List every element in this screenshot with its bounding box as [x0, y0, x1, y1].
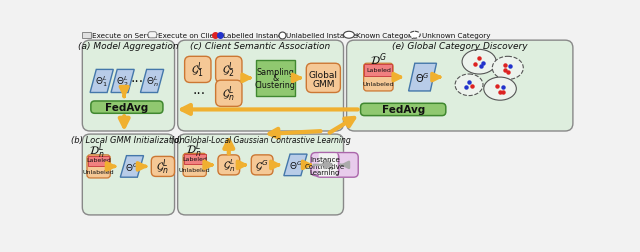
Polygon shape	[140, 70, 164, 93]
Text: Unlabeled: Unlabeled	[179, 168, 211, 173]
FancyBboxPatch shape	[360, 104, 446, 116]
Polygon shape	[284, 154, 307, 176]
Text: Contrastive: Contrastive	[305, 163, 345, 169]
FancyBboxPatch shape	[183, 154, 206, 177]
FancyBboxPatch shape	[87, 155, 110, 178]
Text: (b) Local GMM Initialization: (b) Local GMM Initialization	[71, 135, 185, 144]
Polygon shape	[408, 64, 436, 91]
FancyBboxPatch shape	[311, 153, 339, 176]
Text: $\Theta^G$: $\Theta^G$	[415, 71, 430, 85]
FancyBboxPatch shape	[91, 102, 163, 114]
FancyBboxPatch shape	[83, 135, 175, 215]
Text: $\Theta^G$: $\Theta^G$	[289, 159, 302, 171]
Text: ···: ···	[192, 87, 205, 101]
Text: Unlabeled: Unlabeled	[363, 81, 394, 86]
FancyBboxPatch shape	[316, 153, 358, 177]
Text: Unknown Category: Unknown Category	[422, 33, 490, 39]
Bar	[364, 65, 392, 77]
FancyBboxPatch shape	[178, 41, 344, 132]
FancyBboxPatch shape	[364, 64, 393, 91]
Bar	[88, 156, 109, 166]
FancyBboxPatch shape	[216, 57, 242, 83]
Text: Labeled: Labeled	[86, 158, 111, 163]
Text: $\mathcal{G}_n^L$: $\mathcal{G}_n^L$	[156, 157, 170, 176]
Ellipse shape	[455, 75, 483, 96]
Text: $\mathcal{G}_n^L$: $\mathcal{G}_n^L$	[223, 157, 235, 174]
Bar	[83, 33, 91, 39]
Text: $\mathcal{G}^G$: $\mathcal{G}^G$	[255, 158, 269, 173]
FancyBboxPatch shape	[347, 41, 573, 132]
Ellipse shape	[492, 57, 524, 80]
Text: Labeled: Labeled	[366, 68, 391, 73]
Text: $\mathcal{D}^G$: $\mathcal{D}^G$	[370, 51, 387, 68]
FancyBboxPatch shape	[216, 81, 242, 107]
Polygon shape	[111, 70, 134, 93]
Text: $\mathcal{G}_1^L$: $\mathcal{G}_1^L$	[191, 60, 204, 80]
FancyBboxPatch shape	[151, 157, 175, 177]
FancyBboxPatch shape	[184, 57, 211, 83]
Text: $\mathcal{D}_n^L$: $\mathcal{D}_n^L$	[90, 141, 105, 161]
Text: $\mathcal{G}_n^L$: $\mathcal{G}_n^L$	[222, 84, 236, 104]
Ellipse shape	[344, 32, 355, 39]
FancyBboxPatch shape	[218, 155, 239, 175]
Text: $\Theta^G$: $\Theta^G$	[125, 161, 139, 173]
Text: Clustering: Clustering	[255, 80, 296, 89]
Text: Unlabelled Instance: Unlabelled Instance	[286, 33, 357, 39]
Text: $\Theta_2^L$: $\Theta_2^L$	[116, 74, 129, 89]
Text: $\Theta_n^L$: $\Theta_n^L$	[146, 74, 159, 89]
Text: Global: Global	[309, 71, 338, 80]
Text: (a) Model Aggregation: (a) Model Aggregation	[77, 42, 179, 51]
FancyBboxPatch shape	[148, 33, 157, 39]
Text: ···: ···	[131, 75, 144, 89]
FancyBboxPatch shape	[178, 135, 344, 215]
FancyBboxPatch shape	[316, 153, 358, 177]
Polygon shape	[90, 70, 113, 93]
Text: Unlabeled: Unlabeled	[83, 169, 115, 174]
Text: Instance: Instance	[310, 157, 340, 163]
Text: Labeled: Labeled	[182, 156, 207, 161]
Text: (c) Client Semantic Association: (c) Client Semantic Association	[191, 42, 331, 51]
Text: $\mathcal{D}_n^L$: $\mathcal{D}_n^L$	[186, 139, 202, 159]
Text: FedAvg: FedAvg	[105, 103, 148, 113]
Text: FedAvg: FedAvg	[381, 105, 425, 115]
Bar	[184, 154, 205, 165]
FancyBboxPatch shape	[307, 64, 340, 93]
Text: Execute on Server: Execute on Server	[92, 33, 159, 39]
Text: Labelled Instance: Labelled Instance	[223, 33, 286, 39]
Ellipse shape	[484, 78, 516, 101]
Text: &: &	[272, 74, 278, 83]
Text: Sampling: Sampling	[257, 68, 294, 77]
Text: $\Theta_n^L$: $\Theta_n^L$	[321, 158, 333, 173]
Polygon shape	[120, 156, 143, 177]
Ellipse shape	[462, 50, 496, 75]
Text: Known Category: Known Category	[356, 33, 415, 39]
Text: GMM: GMM	[312, 79, 335, 88]
Polygon shape	[316, 154, 339, 176]
Text: (e) Global Category Discovery: (e) Global Category Discovery	[392, 42, 527, 51]
Text: Execute on Client: Execute on Client	[158, 33, 221, 39]
Text: (d) Global-Local Gaussian Contrastive Learning: (d) Global-Local Gaussian Contrastive Le…	[171, 135, 351, 144]
Ellipse shape	[410, 32, 420, 39]
Bar	[256, 61, 294, 96]
Text: Learning: Learning	[310, 169, 340, 175]
FancyBboxPatch shape	[319, 154, 337, 177]
FancyBboxPatch shape	[83, 41, 175, 132]
Text: $\mathcal{G}_2^L$: $\mathcal{G}_2^L$	[223, 60, 235, 80]
FancyBboxPatch shape	[252, 155, 273, 175]
Text: $\Theta_1^L$: $\Theta_1^L$	[95, 74, 108, 89]
